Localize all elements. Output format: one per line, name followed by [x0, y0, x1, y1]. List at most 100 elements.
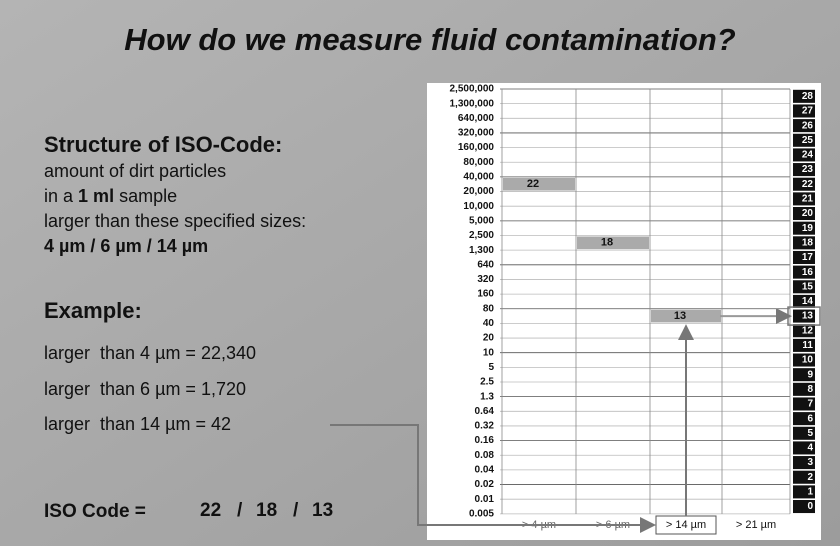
code-label: 16: [802, 267, 814, 278]
scale-label: 160: [477, 289, 494, 300]
code-box: [793, 456, 815, 470]
code-label: 12: [802, 325, 814, 336]
code-label: 2: [807, 472, 813, 483]
code-label: 18: [802, 237, 814, 248]
code-box: [793, 397, 815, 411]
code-label: 0: [807, 501, 813, 512]
code-box: [793, 192, 815, 206]
separator: /: [237, 500, 243, 521]
code-box: [793, 294, 815, 308]
code-label: 25: [802, 135, 814, 146]
code-label: 1: [807, 487, 813, 498]
iso-code: 13: [312, 500, 333, 521]
scale-label: 1.3: [480, 391, 494, 402]
structure-line: in a 1 ml sample: [44, 186, 177, 206]
scale-label: 160,000: [458, 142, 495, 153]
scale-label: 5,000: [469, 215, 494, 226]
text: sample: [119, 186, 177, 206]
code-box: [793, 280, 815, 294]
code-box: [793, 163, 815, 177]
scale-label: 1,300: [469, 245, 494, 256]
scale-label: 20: [483, 333, 495, 344]
code-label: 7: [807, 399, 813, 410]
scale-label: 0.16: [475, 435, 495, 446]
scale-label: 5: [488, 362, 494, 373]
code-box: [793, 133, 815, 147]
example-line: larger than 4 µm = 22,340: [44, 343, 256, 363]
scale-label: 0.02: [475, 479, 495, 490]
code-box: [793, 500, 815, 514]
code-box: [793, 207, 815, 221]
code-label: 19: [802, 223, 814, 234]
scale-label: 1,300,000: [450, 98, 495, 109]
scale-label: 2,500: [469, 230, 494, 241]
column-header: > 21 µm: [736, 519, 776, 531]
code-label: 26: [802, 120, 814, 131]
scale-label: 80,000: [463, 157, 494, 168]
code-label: 24: [802, 150, 814, 161]
scale-label: 2.5: [480, 377, 494, 388]
column-header: > 14 µm: [666, 519, 706, 531]
scale-label: 20,000: [463, 186, 494, 197]
structure-heading: Structure of ISO-Code:: [44, 132, 282, 157]
structure-line: larger than these specified sizes:: [44, 211, 306, 231]
scale-label: 0.005: [469, 508, 494, 519]
code-label: 27: [802, 106, 814, 117]
scale-label: 320: [477, 274, 494, 285]
arrow: [330, 424, 656, 533]
example-line: larger than 14 µm = 42: [44, 414, 231, 434]
code-label: 6: [807, 413, 813, 424]
code-box: [793, 250, 815, 264]
code-label: 23: [802, 164, 814, 175]
code-label: 9: [807, 369, 813, 380]
code-box: [793, 148, 815, 162]
code-label: 10: [802, 355, 814, 366]
scale-label: 0.64: [475, 406, 495, 417]
scale-label: 10,000: [463, 201, 494, 212]
code-box: [793, 338, 815, 352]
example-line: larger than 6 µm = 1,720: [44, 379, 246, 399]
level-label: 22: [527, 178, 539, 190]
code-box: [793, 426, 815, 440]
code-label: 4: [807, 443, 813, 454]
code-box: [793, 119, 815, 133]
scale-label: 640,000: [458, 113, 495, 124]
code-box: [793, 470, 815, 484]
code-box: [793, 441, 815, 455]
scale-label: 80: [483, 303, 495, 314]
structure-line: amount of dirt particles: [44, 161, 226, 181]
code-box: [793, 177, 815, 191]
code-label: 13: [802, 311, 814, 322]
code-label: 11: [802, 340, 813, 351]
code-label: 8: [807, 384, 813, 395]
code-label: 17: [802, 252, 814, 263]
code-box: [793, 309, 815, 323]
scale-label: 10: [483, 347, 495, 358]
code-box: [793, 485, 815, 499]
code-label: 28: [802, 91, 814, 102]
code-box: [793, 324, 815, 338]
code-label: 5: [807, 428, 813, 439]
code-box: [793, 104, 815, 118]
level-cell: [577, 236, 649, 250]
title: How do we measure fluid contamination?: [124, 22, 736, 57]
code-box: [793, 368, 815, 382]
iso-code: 18: [256, 500, 277, 521]
scale-label: 2,500,000: [450, 84, 495, 95]
scale-label: 0.01: [475, 494, 495, 505]
text: 1 ml: [78, 186, 114, 206]
code-box: [793, 382, 815, 396]
separator: /: [293, 500, 299, 521]
level-cell: [503, 177, 575, 191]
code-label: 20: [802, 208, 814, 219]
code-box: [793, 412, 815, 426]
code-box: [793, 221, 815, 235]
level-label: 13: [674, 310, 686, 322]
highlight-box: [787, 306, 821, 326]
scale-label: 40: [483, 318, 495, 329]
scale-label: 320,000: [458, 128, 495, 139]
chart-panel: [427, 83, 821, 540]
code-label: 15: [802, 281, 814, 292]
code-box: [793, 89, 815, 103]
